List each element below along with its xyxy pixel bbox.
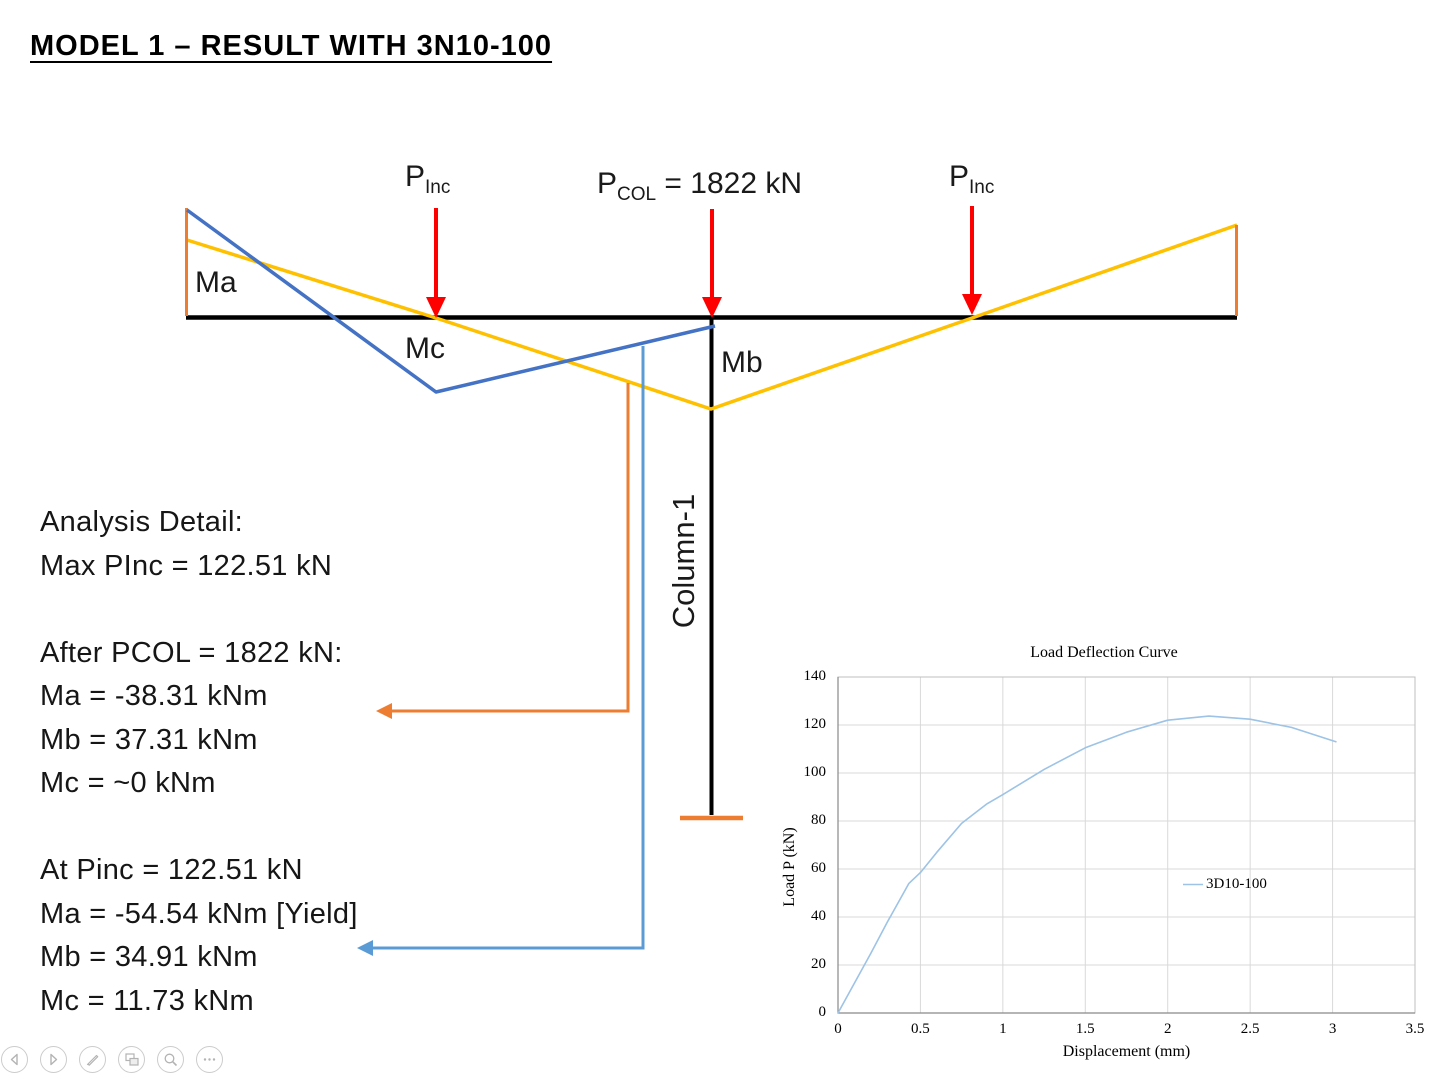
x-tick-label: 3.5 xyxy=(1405,1021,1425,1037)
moment-label-mc: Mc xyxy=(405,332,445,365)
column-label: Column-1 xyxy=(666,493,701,629)
presenter-toolbar xyxy=(1,1046,223,1073)
analysis-line xyxy=(40,588,358,632)
series-curve xyxy=(837,715,1337,1014)
y-tick-label: 140 xyxy=(803,668,827,684)
load-arrow-pinc-right-head xyxy=(962,294,982,315)
y-tick-label: 80 xyxy=(811,812,826,828)
x-tick-label: 1.5 xyxy=(1075,1021,1095,1037)
moment-diagram-yellow xyxy=(186,223,1238,411)
analysis-line: Mc = ~0 kNm xyxy=(40,767,216,799)
analysis-line: Ma = -38.31 kNm xyxy=(40,680,268,712)
load-label-main: P xyxy=(405,160,426,193)
analysis-detail-block: Analysis Detail: Max PInc = 122.51 kN Af… xyxy=(40,501,358,1023)
load-label-main: P xyxy=(597,167,618,200)
moment-label-ma: Ma xyxy=(195,266,237,299)
load-label-pinc-left: PInc xyxy=(405,160,450,199)
moment-label-mb: Mb xyxy=(721,346,763,379)
load-arrow-pcol-head xyxy=(702,297,722,318)
pen-icon xyxy=(80,1047,105,1072)
analysis-line: Mc = 11.73 kNm xyxy=(40,984,254,1017)
chart-title: Load Deflection Curve xyxy=(1030,644,1178,661)
load-arrow-pinc-left-head xyxy=(426,297,446,318)
analysis-line: Ma = -54.54 kNm [Yield] xyxy=(40,897,358,930)
y-tick-label: 60 xyxy=(811,860,826,876)
zoom-slide-button[interactable] xyxy=(157,1046,184,1073)
analysis-line: After PCOL = 1822 kN: xyxy=(40,636,343,669)
y-tick-label: 0 xyxy=(818,1004,827,1020)
analysis-line: At Pinc = 122.51 kN xyxy=(40,854,303,886)
y-tick-label: 120 xyxy=(803,716,827,732)
load-label-sub: Inc xyxy=(425,177,451,198)
x-tick-label: 2.5 xyxy=(1240,1021,1260,1037)
x-tick-label: 1 xyxy=(999,1021,1007,1037)
leader-orange xyxy=(390,383,630,713)
all-slides-icon xyxy=(119,1047,144,1072)
chart-legend: 3D10-100 xyxy=(1206,876,1267,893)
magnifier-icon xyxy=(158,1047,183,1072)
leader-blue xyxy=(371,346,645,950)
analysis-line: Mb = 37.31 kNm xyxy=(40,723,258,756)
load-label-pcol: PCOL = 1822 kN xyxy=(597,167,802,206)
analysis-line xyxy=(40,806,358,850)
load-label-main: P xyxy=(949,160,970,193)
moment-diagram-blue xyxy=(185,208,716,394)
ellipsis-icon xyxy=(197,1047,222,1072)
previous-icon xyxy=(2,1047,27,1072)
plot-border xyxy=(837,676,1416,1014)
leader-blue-arrowhead xyxy=(357,940,373,956)
next-slide-button[interactable] xyxy=(40,1046,67,1073)
analysis-line: Analysis Detail: xyxy=(40,506,244,538)
leader-orange-arrowhead xyxy=(376,703,392,719)
load-label-sub: Inc xyxy=(969,177,995,198)
previous-slide-button[interactable] xyxy=(1,1046,28,1073)
chart-x-axis-title: Displacement (mm) xyxy=(1062,1043,1191,1060)
pen-tools-button[interactable] xyxy=(79,1046,106,1073)
x-tick-label: 0 xyxy=(834,1021,842,1037)
y-tick-label: 100 xyxy=(803,764,827,780)
see-all-slides-button[interactable] xyxy=(118,1046,145,1073)
load-deflection-chart xyxy=(837,676,1416,1014)
x-tick-label: 3 xyxy=(1328,1021,1337,1037)
x-tick-label: 2 xyxy=(1163,1021,1172,1037)
load-label-value: = 1822 kN xyxy=(656,167,803,200)
slide-title: MODEL 1 – RESULT WITH 3N10-100 xyxy=(30,30,553,62)
load-label-sub: COL xyxy=(617,184,657,205)
y-tick-label: 40 xyxy=(811,908,826,924)
analysis-line: Max PInc = 122.51 kN xyxy=(40,549,333,582)
legend-entry: 3D10-100 xyxy=(1206,876,1267,892)
y-tick-label: 20 xyxy=(811,956,826,972)
more-options-button[interactable] xyxy=(196,1046,223,1073)
x-tick-label: 0.5 xyxy=(911,1021,930,1037)
analysis-line: Mb = 34.91 kNm xyxy=(40,941,258,973)
load-label-pinc-right: PInc xyxy=(949,160,994,199)
next-icon xyxy=(41,1047,66,1072)
